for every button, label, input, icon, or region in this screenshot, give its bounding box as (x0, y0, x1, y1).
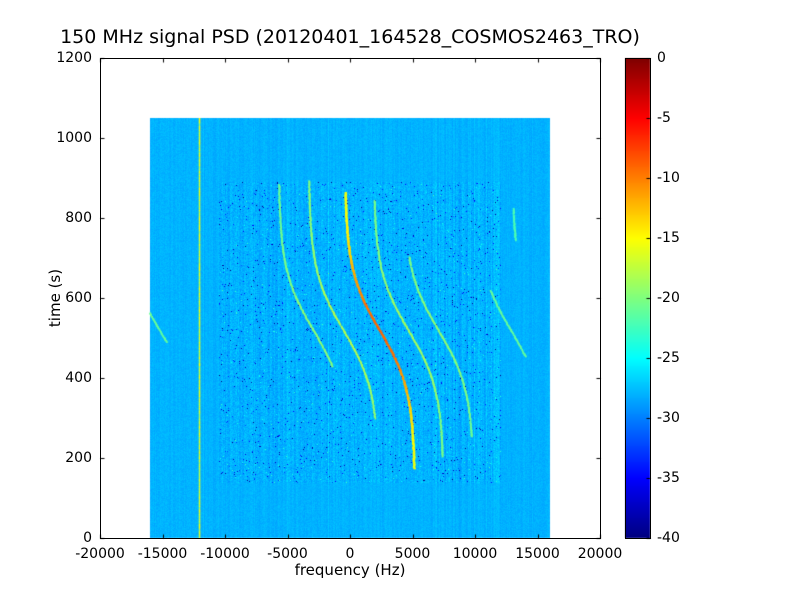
chart-title: 150 MHz signal PSD (20120401_164528_COSM… (60, 26, 640, 48)
x-axis-label: frequency (Hz) (294, 561, 406, 579)
y-axis-label: time (s) (46, 268, 64, 328)
